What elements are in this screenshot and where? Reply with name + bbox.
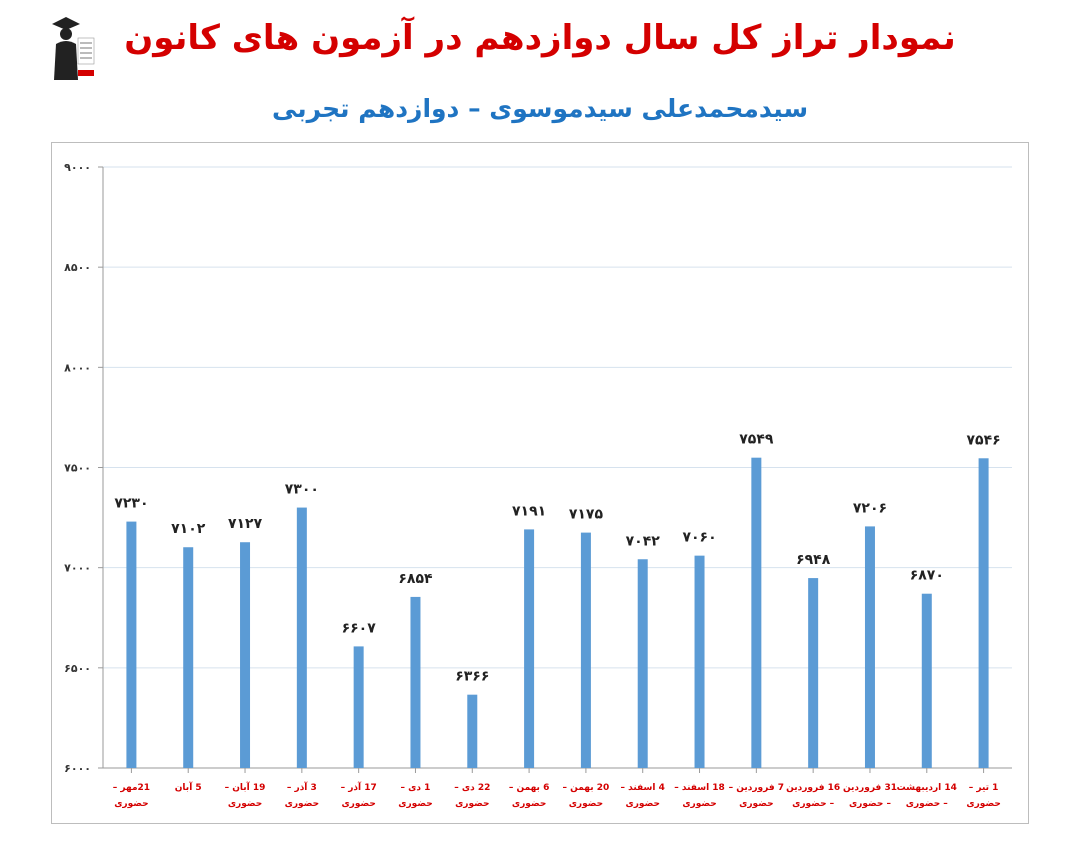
category-label: حضوری (569, 799, 603, 809)
bar-value-label: ۷۰۶۰ (682, 530, 716, 546)
category-label: حضوری (114, 799, 148, 809)
y-tick-label: ۶۰۰۰ (64, 762, 91, 775)
bar (183, 547, 194, 768)
category-label: 31 فروردین (843, 783, 897, 793)
category-label: حضوری (739, 799, 773, 809)
bar-value-label: ۷۱۷۵ (569, 507, 604, 523)
bar (864, 526, 875, 768)
category-label: حضوری (398, 799, 432, 809)
category-label: 7 فروردین – (729, 783, 784, 793)
bar-value-label: ۷۱۲۷ (228, 516, 263, 532)
bar (240, 542, 251, 768)
y-tick-label: ۸۰۰۰ (64, 361, 91, 374)
category-label: 6 بهمن – (509, 783, 550, 793)
bar (694, 555, 705, 768)
category-label: 14 اردیبهشت (897, 783, 957, 793)
bar (410, 596, 421, 768)
bar-value-label: ۷۲۳۰ (114, 496, 148, 512)
category-label: حضوری (228, 799, 262, 809)
bar (921, 593, 932, 768)
bar (637, 559, 648, 768)
y-tick-label: ۷۰۰۰ (64, 562, 91, 575)
bar (978, 458, 989, 768)
category-label: 1 تیر – (969, 783, 999, 793)
kanoon-graduate-logo-icon (44, 14, 100, 84)
category-label: 3 آذر – (287, 781, 317, 793)
bar-value-label: ۷۲۰۶ (853, 500, 887, 516)
category-label: حضوری (341, 799, 375, 809)
category-label: حضوری (455, 799, 489, 809)
category-label: – حضوری (792, 799, 835, 809)
bar-value-label: ۶۸۷۰ (910, 568, 944, 584)
bar-value-label: ۶۸۵۴ (398, 571, 433, 587)
bar (126, 521, 137, 768)
category-label: 4 اسفند – (621, 783, 665, 793)
y-tick-label: ۹۰۰۰ (64, 161, 91, 174)
category-label: 16 فروردین (786, 783, 840, 793)
y-tick-label: ۷۵۰۰ (64, 462, 91, 475)
bar (808, 578, 819, 768)
bar (580, 532, 591, 768)
category-label: حضوری (966, 799, 1000, 809)
bar-value-label: ۷۱۹۱ (512, 503, 546, 519)
category-label: – حضوری (849, 799, 892, 809)
chart-subtitle: سیدمحمدعلی سیدموسوی – دوازدهم تجربی (271, 94, 809, 123)
category-label: 5 آبان (175, 781, 202, 793)
category-label: حضوری (682, 799, 716, 809)
bar-value-label: ۷۱۰۲ (171, 521, 206, 537)
category-label: 21مهر – (113, 783, 150, 793)
category-label: 18 اسفند – (674, 783, 725, 793)
category-label: 17 آذر – (341, 781, 377, 793)
bar (467, 694, 478, 768)
category-label: 22 دی – (454, 783, 490, 793)
bar (524, 529, 535, 768)
y-tick-label: ۶۵۰۰ (64, 662, 91, 675)
bar-value-label: ۷۳۰۰ (285, 482, 319, 498)
bar-value-label: ۷۰۴۲ (626, 533, 661, 549)
category-label: حضوری (285, 799, 319, 809)
category-label: – حضوری (906, 799, 949, 809)
bar-value-label: ۶۹۴۸ (796, 552, 831, 568)
bar-value-label: ۶۳۶۶ (455, 669, 489, 685)
category-label: 1 دی – (401, 783, 431, 793)
bar (751, 457, 762, 768)
bar-value-label: ۷۵۴۹ (739, 432, 774, 448)
category-label: حضوری (626, 799, 660, 809)
category-label: 19 آبان – (225, 781, 266, 793)
bar (353, 646, 364, 768)
bar-value-label: ۷۵۴۶ (967, 432, 1001, 448)
category-label: حضوری (512, 799, 546, 809)
y-tick-label: ۸۵۰۰ (64, 261, 91, 274)
chart-title: نمودار تراز کل سال دوازدهم در آزمون های … (124, 18, 956, 58)
chart-frame (51, 142, 1029, 824)
category-label: 20 بهمن – (563, 783, 610, 793)
bar-value-label: ۶۶۰۷ (342, 620, 377, 636)
bar (296, 507, 307, 768)
